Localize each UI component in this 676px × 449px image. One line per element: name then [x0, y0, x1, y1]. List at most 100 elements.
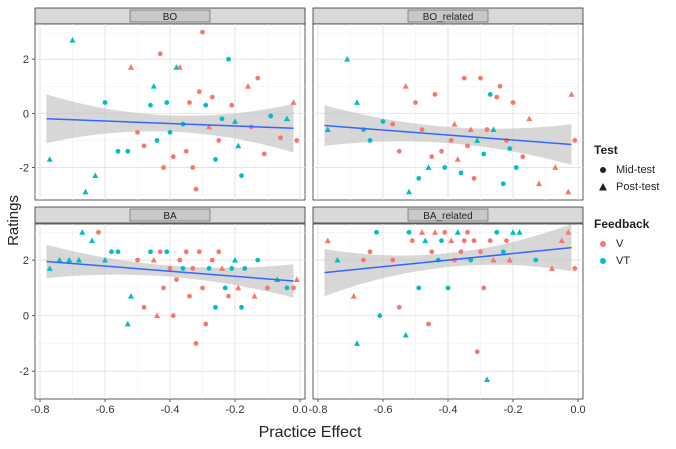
data-point-circle: [439, 238, 444, 244]
data-point-circle: [200, 29, 205, 35]
regression-line: [46, 118, 294, 129]
facet-title: BO_related: [423, 12, 474, 23]
data-point-circle: [416, 175, 422, 181]
facet-label-box: [407, 208, 489, 222]
data-point-circle: [141, 143, 147, 149]
legend-item-label: V: [616, 237, 624, 250]
data-point-triangle: [235, 284, 242, 291]
data-point-circle: [141, 304, 147, 310]
data-point-triangle: [490, 126, 497, 132]
legend-item-label: VT: [616, 254, 631, 267]
x-tick-label: -0.4: [439, 404, 458, 416]
y-tick-label: 2: [23, 255, 29, 267]
data-point-triangle: [284, 115, 290, 122]
data-point-circle: [481, 285, 487, 291]
y-axis-title: Ratings: [2, 150, 24, 290]
data-point-circle: [229, 266, 235, 271]
data-point-circle: [255, 257, 261, 263]
data-point-circle: [419, 127, 425, 132]
data-point-circle: [180, 266, 186, 271]
data-point-circle: [226, 56, 231, 62]
data-point-circle: [265, 285, 270, 291]
y-tick-label: 2: [23, 54, 29, 66]
data-point-circle: [209, 257, 215, 263]
x-tick-label: -0.6: [96, 404, 115, 416]
data-point-circle: [478, 75, 483, 81]
data-point-circle: [196, 89, 202, 95]
data-point-triangle: [516, 229, 523, 235]
data-point-circle: [507, 146, 513, 151]
data-point-triangle: [350, 293, 357, 299]
x-tick-label: -0.2: [504, 404, 523, 416]
x-tick-label: -0.8: [309, 404, 328, 416]
data-point-triangle: [484, 376, 490, 382]
data-point-circle: [255, 75, 261, 81]
y-tick-label: -2: [19, 366, 29, 378]
facet-label-box: [407, 9, 489, 23]
regression-line: [324, 246, 572, 274]
data-point-circle: [226, 293, 231, 299]
x-tick-label: -0.2: [226, 404, 245, 416]
panel-ba: BA -2 0 2 -0.8 -0.6 -0.4 -0.2 0.0: [19, 206, 308, 416]
data-point-circle: [167, 266, 173, 271]
data-point-circle: [291, 285, 296, 291]
data-point-triangle: [510, 229, 516, 235]
data-point-circle: [115, 249, 121, 255]
data-point-circle: [193, 341, 199, 346]
data-point-triangle: [92, 172, 99, 179]
data-point-triangle: [293, 276, 300, 282]
data-point-circle: [416, 285, 422, 291]
data-point-circle: [190, 165, 196, 170]
data-point-circle: [294, 138, 300, 143]
circle-marker-icon: [594, 162, 612, 178]
data-point-circle: [200, 285, 205, 291]
y-tick-label: 0: [23, 108, 29, 120]
data-point-circle: [367, 249, 373, 255]
data-point-triangle: [568, 91, 575, 97]
data-point-circle: [213, 156, 218, 162]
facet-title: BO: [163, 12, 178, 23]
data-point-circle: [520, 154, 526, 160]
data-point-triangle: [290, 99, 297, 105]
data-point-triangle: [232, 118, 238, 124]
data-point-triangle: [56, 256, 63, 263]
data-point-circle: [448, 138, 454, 143]
data-point-triangle: [526, 115, 533, 122]
data-point-circle: [413, 100, 418, 105]
data-point-circle: [445, 285, 451, 291]
x-axis-title: Practice Effect: [258, 424, 362, 441]
data-point-triangle: [235, 142, 242, 149]
data-point-circle: [242, 266, 248, 271]
data-point-circle: [206, 266, 212, 271]
data-point-circle: [164, 249, 170, 255]
data-point-triangle: [451, 120, 458, 127]
data-point-circle: [161, 285, 166, 291]
data-point-circle: [135, 257, 140, 263]
data-point-triangle: [128, 293, 134, 299]
y-axis-title-text: Ratings: [4, 194, 22, 246]
data-point-triangle: [425, 164, 432, 170]
data-point-circle: [471, 238, 477, 244]
data-point-circle: [474, 349, 480, 355]
data-point-circle: [229, 102, 235, 108]
data-point-circle: [461, 75, 467, 81]
data-point-circle: [154, 138, 160, 143]
data-point-triangle: [150, 256, 157, 263]
facet-label-box: [129, 9, 211, 23]
data-point-circle: [390, 121, 396, 127]
data-point-circle: [426, 321, 431, 327]
data-point-circle: [148, 102, 153, 108]
data-point-circle: [429, 154, 435, 160]
data-point-triangle: [46, 265, 53, 271]
data-point-circle: [487, 238, 493, 244]
data-point-circle: [513, 165, 519, 170]
legend-item-v: V: [594, 235, 649, 252]
x-tick-label: -0.8: [31, 404, 50, 416]
y-tick-label: 0: [23, 311, 29, 323]
data-point-circle: [261, 151, 267, 157]
data-point-circle: [125, 148, 131, 154]
data-point-circle: [533, 257, 539, 263]
x-tick-label: -0.6: [374, 404, 393, 416]
data-point-circle: [203, 321, 209, 327]
data-point-circle: [219, 116, 225, 122]
